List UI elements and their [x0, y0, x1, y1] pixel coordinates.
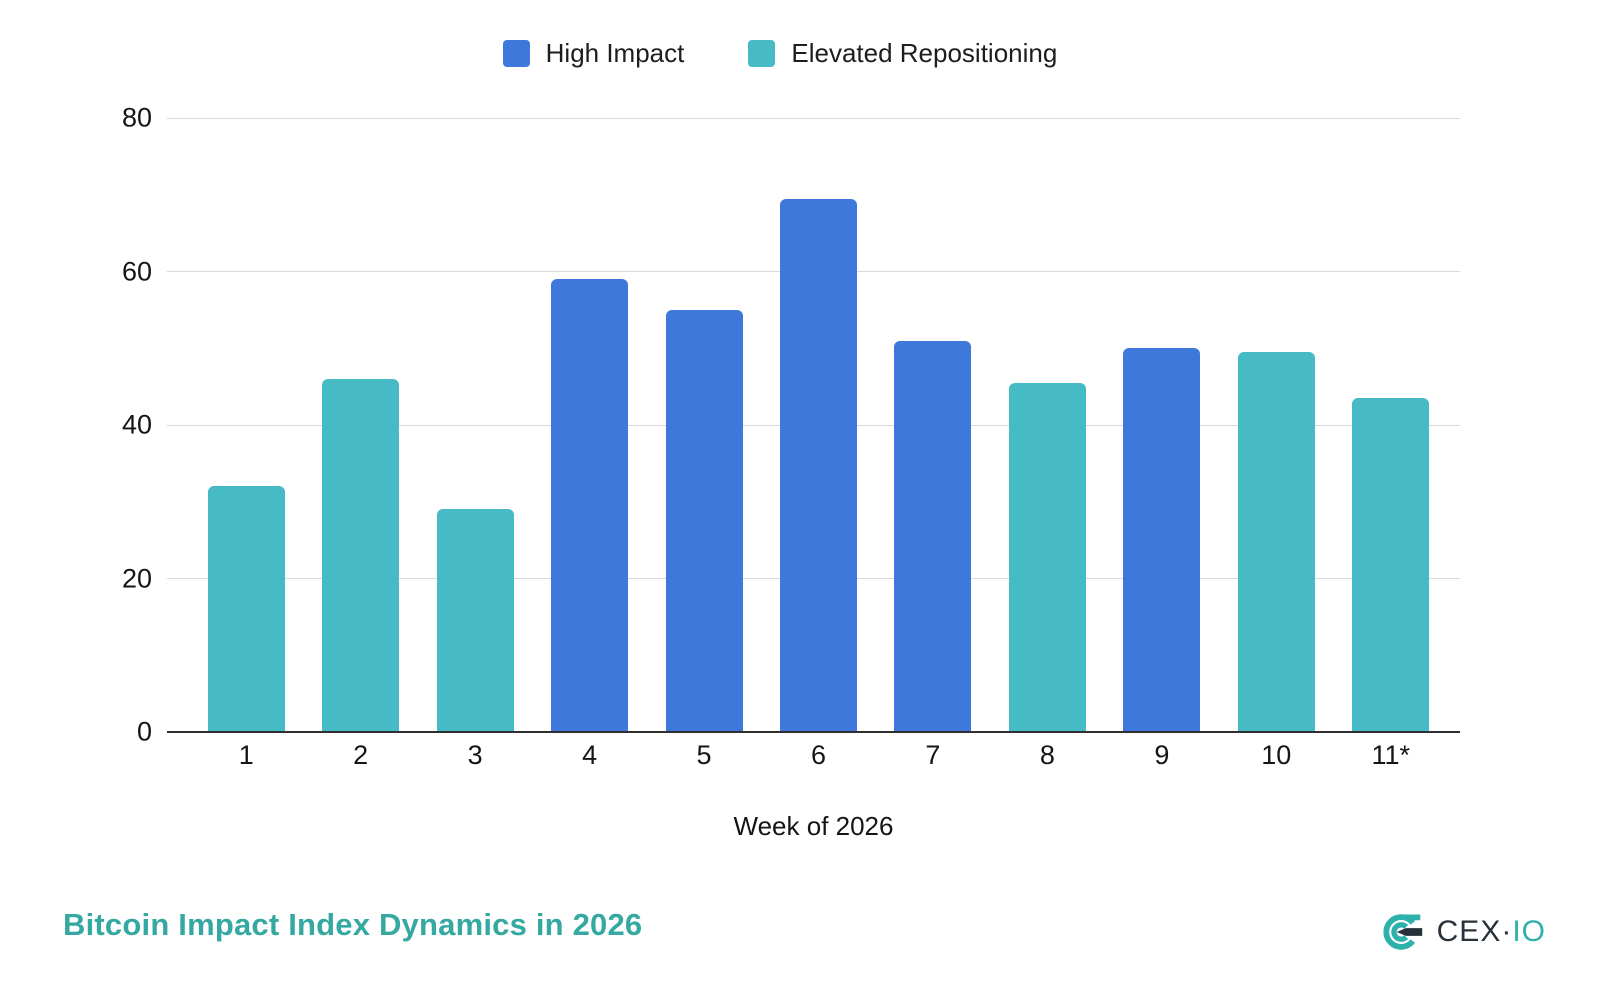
x-tick-label-1: 1 [238, 740, 254, 770]
bar-week-10 [1237, 352, 1315, 732]
chart-legend: High Impact Elevated Repositioning [0, 38, 1560, 69]
gridline-80 [167, 117, 1460, 119]
x-tick-label-2: 2 [353, 740, 369, 770]
x-tick-label-3: 3 [467, 740, 483, 770]
bar-slot-week-2 [303, 378, 417, 732]
bar-week-1 [207, 486, 285, 732]
x-tick-label-8: 8 [1039, 740, 1055, 770]
x-tick-label-4: 4 [582, 740, 598, 770]
bar-slot-week-4 [532, 279, 646, 732]
bar-slot-week-10 [1219, 352, 1333, 732]
legend-item-high-impact: High Impact [502, 38, 685, 69]
bar-week-7 [894, 340, 972, 732]
bar-week-5 [665, 309, 743, 732]
logo-text-separator: · [1501, 915, 1513, 948]
bar-slot-week-7 [876, 340, 990, 732]
bar-slot-week-5 [647, 309, 761, 732]
y-axis-labels: 0 20 40 60 80 [60, 103, 152, 747]
bar-week-8 [1008, 382, 1086, 732]
bar-slot-week-9 [1105, 348, 1219, 732]
legend-label: Elevated Repositioning [791, 38, 1058, 68]
bar-slot-week-11* [1334, 398, 1448, 732]
y-tick-label-80: 80 [121, 102, 152, 133]
x-axis-baseline [167, 731, 1460, 733]
legend-swatch-icon [502, 40, 530, 67]
bar-week-11* [1352, 398, 1430, 732]
bar-week-2 [322, 378, 400, 732]
x-tick-label-11*: 11* [1371, 740, 1411, 770]
legend-item-elevated-repositioning: Elevated Repositioning [748, 38, 1057, 69]
cexio-logo-text: CEX · IO [1437, 915, 1546, 949]
logo-text-cex: CEX [1436, 915, 1502, 948]
bar-slot-week-1 [189, 486, 303, 732]
chart-plot-area [167, 117, 1460, 733]
bar-slot-week-8 [990, 382, 1104, 732]
x-tick-label-7: 7 [925, 740, 941, 770]
y-tick-label-20: 20 [121, 563, 152, 593]
bar-week-4 [551, 279, 629, 732]
bar-slot-week-3 [418, 509, 532, 732]
legend-swatch-icon [748, 40, 776, 67]
logo-text-io: IO [1512, 915, 1546, 948]
bar-week-9 [1123, 348, 1201, 732]
bar-slot-week-6 [761, 198, 875, 732]
x-tick-label-6: 6 [810, 740, 826, 770]
bar-week-6 [779, 198, 857, 732]
x-axis-labels: 1 2 3 4 5 6 7 8 9 10 11* [189, 740, 1448, 771]
y-tick-label-0: 0 [136, 716, 152, 747]
chart-title: Bitcoin Impact Index Dynamics in 2026 [63, 907, 643, 942]
x-tick-label-9: 9 [1154, 740, 1170, 770]
cexio-logo-icon [1383, 914, 1422, 950]
x-tick-label-5: 5 [696, 740, 712, 770]
x-axis-title: Week of 2026 [733, 811, 894, 841]
bar-series [189, 118, 1448, 732]
cexio-logo: CEX · IO [1381, 910, 1546, 954]
legend-label: High Impact [545, 38, 685, 68]
bar-week-3 [436, 509, 514, 732]
y-tick-label-40: 40 [121, 409, 152, 440]
x-tick-label-10: 10 [1261, 740, 1292, 770]
y-tick-label-60: 60 [121, 256, 152, 286]
